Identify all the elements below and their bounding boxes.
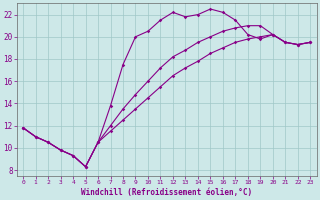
X-axis label: Windchill (Refroidissement éolien,°C): Windchill (Refroidissement éolien,°C) — [81, 188, 252, 197]
